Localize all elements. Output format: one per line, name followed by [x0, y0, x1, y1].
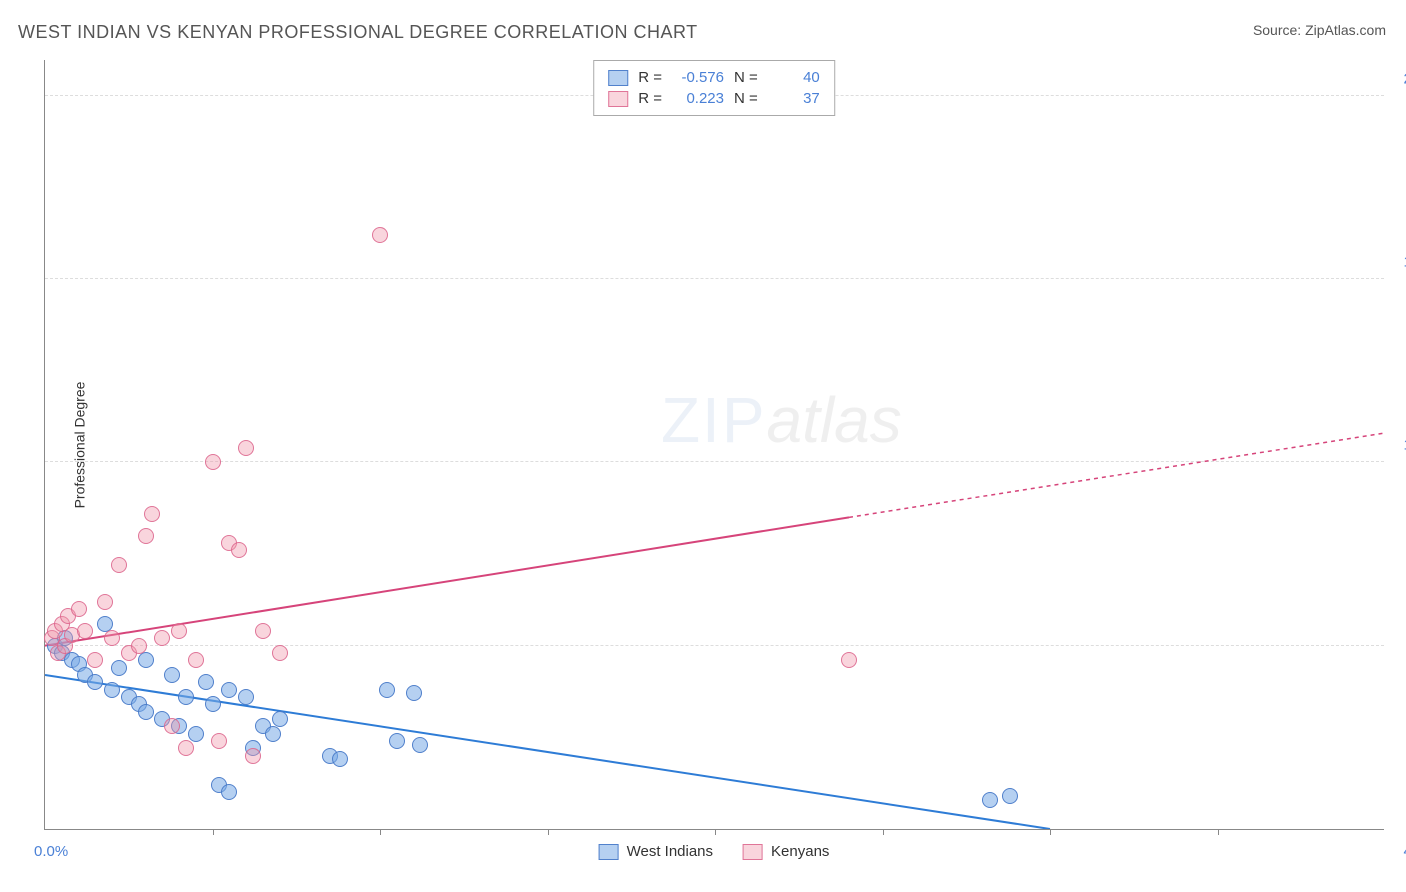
stats-row: R = -0.576 N = 40 — [608, 67, 820, 88]
n-value: 40 — [768, 69, 820, 86]
gridline — [45, 461, 1384, 462]
scatter-point — [272, 645, 288, 661]
scatter-point — [87, 652, 103, 668]
scatter-point — [211, 733, 227, 749]
scatter-point — [111, 557, 127, 573]
watermark-atlas: atlas — [767, 384, 902, 456]
gridline — [45, 278, 1384, 279]
r-value: -0.576 — [672, 69, 724, 86]
scatter-point — [138, 704, 154, 720]
source-attribution: Source: ZipAtlas.com — [1253, 22, 1386, 38]
r-label: R = — [638, 69, 662, 86]
x-tick — [213, 829, 214, 835]
scatter-point — [982, 792, 998, 808]
scatter-point — [379, 682, 395, 698]
legend-label: Kenyans — [771, 843, 829, 860]
scatter-point — [412, 737, 428, 753]
swatch-pink — [608, 91, 628, 107]
scatter-point — [221, 784, 237, 800]
stats-legend: R = -0.576 N = 40 R = 0.223 N = 37 — [593, 60, 835, 116]
plot-area: ZIPatlas 5.0%10.0%15.0%20.0% — [44, 60, 1384, 830]
legend-label: West Indians — [627, 843, 713, 860]
r-label: R = — [638, 90, 662, 107]
scatter-point — [238, 689, 254, 705]
scatter-point — [841, 652, 857, 668]
chart-title: WEST INDIAN VS KENYAN PROFESSIONAL DEGRE… — [18, 22, 698, 43]
x-tick — [715, 829, 716, 835]
chart-area: Professional Degree ZIPatlas 5.0%10.0%15… — [44, 60, 1384, 830]
scatter-point — [164, 718, 180, 734]
scatter-point — [406, 685, 422, 701]
scatter-point — [221, 682, 237, 698]
n-value: 37 — [768, 90, 820, 107]
x-tick — [1050, 829, 1051, 835]
scatter-point — [144, 506, 160, 522]
scatter-point — [265, 726, 281, 742]
scatter-point — [332, 751, 348, 767]
scatter-point — [231, 542, 247, 558]
scatter-point — [178, 740, 194, 756]
watermark-zip: ZIP — [661, 384, 767, 456]
scatter-point — [188, 652, 204, 668]
r-value: 0.223 — [672, 90, 724, 107]
scatter-point — [245, 748, 261, 764]
scatter-point — [198, 674, 214, 690]
scatter-point — [188, 726, 204, 742]
stats-row: R = 0.223 N = 37 — [608, 88, 820, 109]
scatter-point — [205, 696, 221, 712]
swatch-pink — [743, 844, 763, 860]
scatter-point — [205, 454, 221, 470]
watermark: ZIPatlas — [661, 383, 902, 457]
scatter-point — [372, 227, 388, 243]
scatter-point — [255, 623, 271, 639]
scatter-point — [164, 667, 180, 683]
scatter-point — [138, 528, 154, 544]
scatter-point — [87, 674, 103, 690]
scatter-point — [97, 616, 113, 632]
scatter-point — [238, 440, 254, 456]
x-tick — [1218, 829, 1219, 835]
scatter-point — [154, 630, 170, 646]
legend-item: Kenyans — [743, 843, 829, 860]
x-axis-min-label: 0.0% — [34, 843, 68, 860]
x-tick — [883, 829, 884, 835]
x-tick — [548, 829, 549, 835]
bottom-legend: West Indians Kenyans — [599, 843, 830, 860]
swatch-blue — [608, 70, 628, 86]
scatter-point — [104, 682, 120, 698]
chart-container: WEST INDIAN VS KENYAN PROFESSIONAL DEGRE… — [0, 0, 1406, 892]
scatter-point — [97, 594, 113, 610]
scatter-point — [104, 630, 120, 646]
scatter-point — [178, 689, 194, 705]
scatter-point — [111, 660, 127, 676]
scatter-point — [1002, 788, 1018, 804]
x-tick — [380, 829, 381, 835]
n-label: N = — [734, 69, 758, 86]
scatter-point — [131, 638, 147, 654]
swatch-blue — [599, 844, 619, 860]
scatter-point — [389, 733, 405, 749]
scatter-point — [171, 623, 187, 639]
gridline — [45, 645, 1384, 646]
scatter-point — [71, 601, 87, 617]
n-label: N = — [734, 90, 758, 107]
scatter-point — [272, 711, 288, 727]
scatter-point — [77, 623, 93, 639]
scatter-point — [138, 652, 154, 668]
legend-item: West Indians — [599, 843, 713, 860]
